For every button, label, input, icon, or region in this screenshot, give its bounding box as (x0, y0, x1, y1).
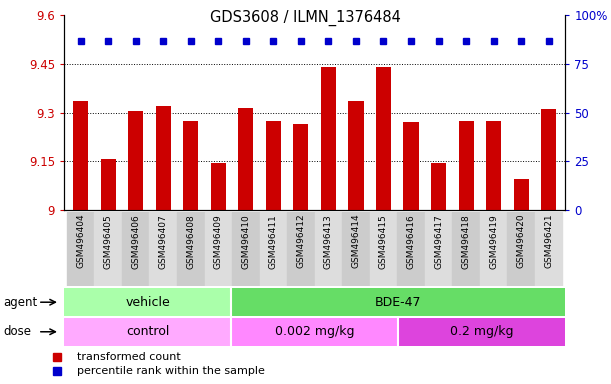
Bar (101, 159, 115, 210)
Text: GSM496417: GSM496417 (434, 214, 443, 268)
Text: BDE-47: BDE-47 (375, 296, 422, 309)
Bar (370, 212, 397, 286)
Bar (231, 288, 565, 316)
Bar (150, 212, 177, 286)
Text: GSM496411: GSM496411 (269, 214, 278, 268)
Bar (425, 212, 452, 286)
Bar (287, 212, 315, 286)
Text: 0.002 mg/kg: 0.002 mg/kg (275, 325, 354, 338)
Bar (348, 101, 364, 210)
Bar (397, 212, 425, 286)
Bar (486, 121, 501, 210)
Text: GDS3608 / ILMN_1376484: GDS3608 / ILMN_1376484 (210, 10, 401, 26)
Bar (232, 212, 260, 286)
Text: GSM496420: GSM496420 (517, 214, 525, 268)
Text: GSM496412: GSM496412 (296, 214, 306, 268)
Text: 0.2 mg/kg: 0.2 mg/kg (450, 325, 513, 338)
Text: GSM496415: GSM496415 (379, 214, 388, 268)
Bar (541, 109, 556, 210)
Text: GSM496410: GSM496410 (241, 214, 251, 268)
Bar (458, 121, 474, 210)
Bar (376, 67, 391, 210)
Bar (535, 212, 562, 286)
Text: percentile rank within the sample: percentile rank within the sample (77, 366, 265, 376)
Bar (183, 121, 199, 210)
Bar (238, 108, 254, 210)
Bar (177, 212, 205, 286)
Bar (128, 111, 144, 210)
Bar (211, 163, 226, 210)
Bar (431, 163, 446, 210)
Text: GSM496421: GSM496421 (544, 214, 553, 268)
Text: GSM496413: GSM496413 (324, 214, 333, 268)
Text: GSM496414: GSM496414 (351, 214, 360, 268)
Text: GSM496407: GSM496407 (159, 214, 168, 268)
Text: GSM496419: GSM496419 (489, 214, 498, 268)
Bar (205, 212, 232, 286)
Bar (398, 318, 565, 346)
Bar (403, 122, 419, 210)
Bar (452, 212, 480, 286)
Bar (260, 212, 287, 286)
Bar (95, 212, 122, 286)
Bar (342, 212, 370, 286)
Text: GSM496404: GSM496404 (76, 214, 85, 268)
Text: GSM496416: GSM496416 (406, 214, 415, 268)
Bar (293, 124, 309, 210)
Bar (266, 121, 281, 210)
Text: transformed count: transformed count (77, 352, 181, 362)
Text: GSM496406: GSM496406 (131, 214, 141, 268)
Bar (122, 212, 150, 286)
Bar (67, 212, 95, 286)
Bar (156, 106, 171, 210)
Text: GSM496408: GSM496408 (186, 214, 196, 268)
Bar (507, 212, 535, 286)
Text: GSM496418: GSM496418 (461, 214, 470, 268)
Text: dose: dose (3, 325, 31, 338)
Bar (64, 318, 231, 346)
Bar (231, 318, 398, 346)
Text: agent: agent (3, 296, 37, 309)
Bar (315, 212, 342, 286)
Text: GSM496405: GSM496405 (104, 214, 112, 268)
Bar (514, 179, 529, 210)
Bar (321, 67, 336, 210)
Text: vehicle: vehicle (125, 296, 170, 309)
Text: control: control (126, 325, 169, 338)
Bar (64, 288, 231, 316)
Text: GSM496409: GSM496409 (214, 214, 223, 268)
Bar (73, 101, 88, 210)
Bar (480, 212, 507, 286)
